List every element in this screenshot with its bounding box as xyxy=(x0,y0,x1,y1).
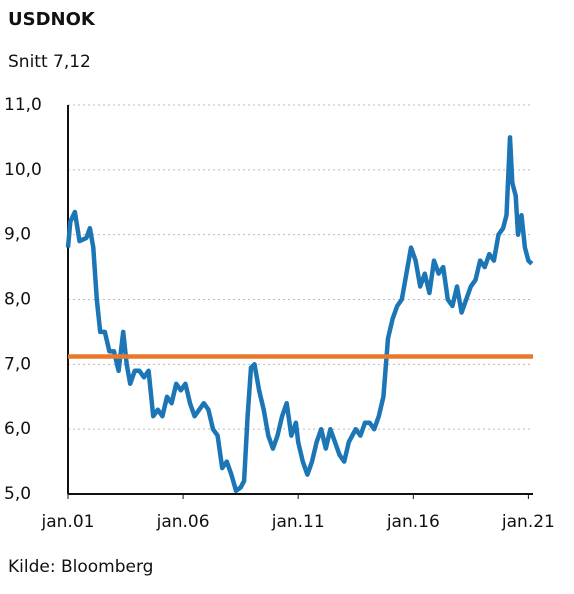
x-tick-label: jan.11 xyxy=(271,512,325,532)
y-tick-label: 9,0 xyxy=(4,225,31,245)
x-tick-label: jan.01 xyxy=(41,512,95,532)
chart-title: USDNOK xyxy=(8,9,96,30)
y-tick-label: 7,0 xyxy=(4,354,31,374)
y-tick-label: 6,0 xyxy=(4,419,31,439)
data-line xyxy=(65,135,534,494)
x-tick-label: jan.21 xyxy=(501,512,555,532)
y-tick-label: 10,0 xyxy=(4,160,42,180)
y-tick-label: 5,0 xyxy=(4,484,31,504)
source: Kilde: Bloomberg xyxy=(8,557,153,577)
x-tick-label: jan.06 xyxy=(156,512,210,532)
y-tick-label: 11,0 xyxy=(4,95,42,115)
y-tick-label: 8,0 xyxy=(4,290,31,310)
x-tick-label: jan.16 xyxy=(386,512,440,532)
chart-subtitle: Snitt 7,12 xyxy=(8,52,91,72)
